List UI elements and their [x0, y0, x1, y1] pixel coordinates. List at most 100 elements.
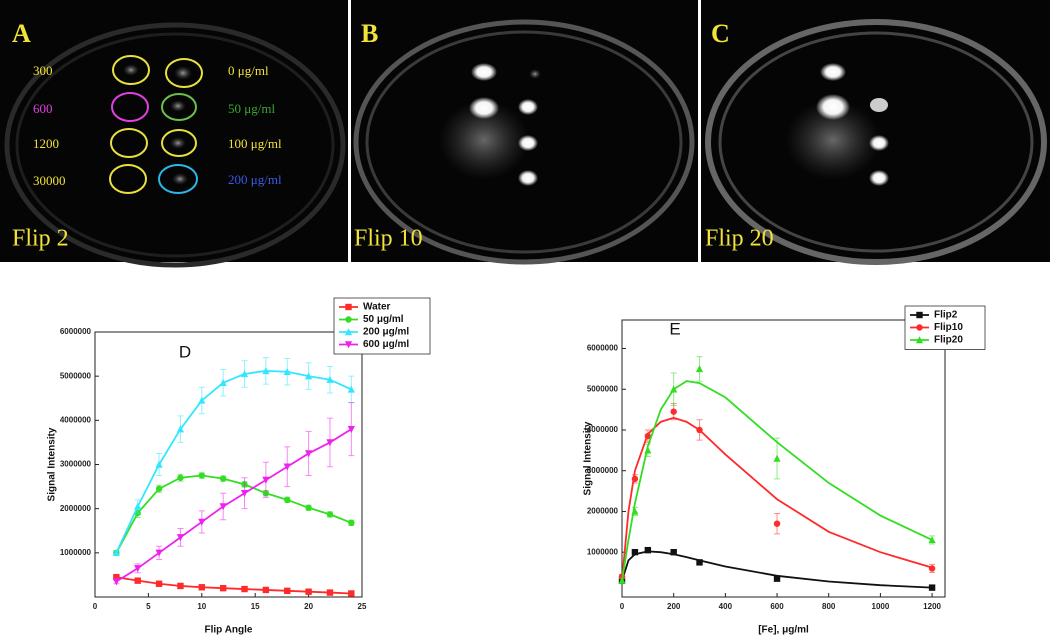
row-label: 1200	[33, 136, 59, 151]
marker	[773, 575, 781, 582]
legend-marker	[916, 324, 923, 331]
legend-marker	[916, 311, 923, 319]
marker	[134, 565, 142, 573]
legend-marker	[344, 341, 353, 349]
marker	[262, 586, 270, 594]
plot-frame	[94, 331, 363, 598]
roi	[111, 92, 149, 122]
marker	[928, 584, 936, 591]
marker	[305, 588, 312, 595]
y-tick-label: 5000000	[60, 371, 92, 380]
marker	[176, 534, 185, 542]
x-tick-label: 0	[620, 602, 625, 611]
y-tick-label: 4000000	[60, 415, 92, 424]
marker	[631, 507, 639, 515]
sample	[170, 137, 186, 149]
plot-frame	[621, 319, 946, 598]
marker	[618, 576, 626, 584]
marker	[176, 425, 185, 433]
x-tick-label: 800	[822, 602, 836, 611]
x-tick-label: 0	[93, 602, 98, 611]
marker	[305, 450, 313, 458]
x-tick-label: 5	[146, 602, 151, 611]
legend-label: 600 μg/ml	[363, 339, 409, 350]
roi	[161, 93, 197, 121]
marker	[928, 565, 936, 572]
marker	[326, 511, 334, 518]
marker	[928, 536, 936, 544]
sample	[870, 98, 888, 112]
sample	[469, 97, 499, 119]
marker	[177, 582, 184, 590]
y-tick-label: 4000000	[587, 425, 619, 434]
y-tick-label: 5000000	[587, 384, 619, 393]
roi	[165, 58, 203, 88]
sample	[869, 170, 889, 186]
marker	[113, 573, 120, 581]
fit-line	[621, 550, 933, 589]
legend-label: 200 μg/ml	[363, 327, 409, 338]
marker	[284, 587, 291, 595]
y-axis-label: Signal Intensity	[583, 421, 594, 495]
roi	[112, 55, 150, 85]
panel-label: A	[12, 19, 31, 48]
glow	[785, 100, 881, 180]
legend-marker	[345, 303, 352, 311]
panel-a: A 300 600 1200 30000 0 μg/ml 50 μg/ml 10…	[0, 0, 348, 268]
marker	[219, 503, 227, 511]
marker	[283, 367, 291, 375]
marker	[631, 548, 639, 556]
chart-title: D	[179, 342, 191, 361]
row-label: 30000	[33, 173, 66, 188]
glow	[439, 100, 529, 180]
sample	[518, 135, 538, 151]
fit-line	[621, 416, 933, 581]
roi-circles	[109, 55, 203, 194]
marker	[326, 375, 334, 383]
marker	[773, 520, 781, 527]
marker	[155, 485, 163, 492]
marker	[348, 590, 355, 597]
marker	[305, 372, 313, 380]
marker	[198, 396, 206, 404]
sample	[869, 135, 889, 151]
legend-marker	[344, 328, 353, 336]
concentration-label: 50 μg/ml	[228, 101, 275, 116]
sample	[820, 63, 846, 81]
marker	[644, 432, 652, 440]
y-axis-label: Signal Intensity	[47, 427, 58, 501]
marker	[326, 439, 334, 447]
row-label: 600	[33, 101, 53, 116]
sample	[529, 69, 541, 79]
marker	[644, 546, 652, 554]
marker	[348, 519, 355, 526]
marker	[240, 370, 249, 378]
x-tick-label: 1000	[872, 602, 890, 611]
legend-marker	[915, 336, 924, 344]
y-tick-label: 3000000	[60, 460, 92, 469]
marker	[219, 584, 227, 592]
marker	[241, 585, 248, 593]
sample	[172, 173, 188, 185]
concentration-label: 100 μg/ml	[228, 136, 282, 151]
x-tick-label: 1200	[923, 602, 941, 611]
series-line	[115, 428, 352, 583]
marker	[177, 474, 184, 481]
sample	[170, 100, 186, 112]
marker	[284, 496, 291, 504]
y-tick-label: 1000000	[60, 548, 92, 557]
x-tick-label: 25	[358, 602, 367, 611]
y-tick-label: 6000000	[60, 327, 92, 336]
ring	[15, 32, 335, 258]
x-tick-label: 200	[667, 602, 681, 611]
marker	[112, 549, 120, 557]
panel-caption: Flip 20	[705, 226, 774, 252]
ring	[353, 19, 695, 265]
legend-label: Water	[363, 302, 391, 313]
sample	[174, 66, 192, 80]
marker	[695, 365, 704, 373]
marker	[112, 578, 120, 586]
marker	[198, 584, 205, 591]
marker	[198, 472, 205, 479]
fit-line	[621, 380, 933, 581]
